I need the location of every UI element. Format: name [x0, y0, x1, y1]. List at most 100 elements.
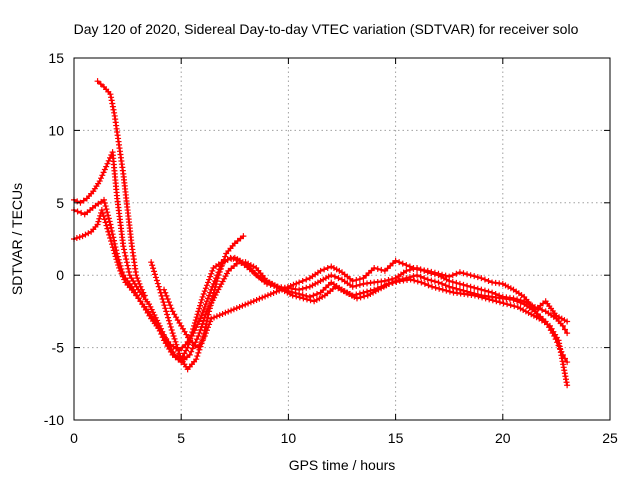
data-point: [296, 279, 303, 286]
data-point: [361, 293, 368, 300]
data-point: [208, 315, 215, 322]
y-tick-label: 5: [56, 195, 64, 211]
data-point: [310, 292, 317, 299]
data-point: [207, 273, 214, 280]
data-point: [201, 288, 208, 295]
data-point: [101, 199, 108, 206]
data-point: [471, 284, 478, 291]
data-point: [101, 216, 108, 223]
data-point: [171, 335, 178, 342]
data-point: [453, 270, 460, 277]
data-point: [331, 273, 338, 280]
data-point: [106, 218, 113, 225]
chart-title: Day 120 of 2020, Sidereal Day-to-day VTE…: [74, 21, 579, 37]
data-point: [121, 249, 128, 256]
data-point: [496, 299, 503, 306]
data-point: [209, 293, 216, 300]
data-point: [97, 81, 104, 88]
data-point: [212, 284, 219, 291]
data-point: [111, 237, 118, 244]
data-point: [110, 234, 117, 241]
data-point: [197, 326, 204, 333]
data-point: [446, 273, 453, 280]
data-point: [176, 350, 183, 357]
data-point: [165, 299, 172, 306]
data-point: [474, 285, 481, 292]
data-point: [193, 314, 200, 321]
data-point: [197, 299, 204, 306]
data-point: [417, 273, 424, 280]
data-point: [250, 298, 257, 305]
data-point: [418, 279, 425, 286]
data-point: [539, 306, 546, 313]
data-point: [111, 240, 118, 247]
data-point: [220, 259, 227, 266]
data-point: [425, 282, 432, 289]
data-point: [227, 254, 234, 261]
y-tick-label: -10: [44, 412, 64, 428]
data-point: [103, 163, 110, 170]
data-point: [475, 293, 482, 300]
data-point: [148, 259, 155, 266]
data-point: [80, 197, 87, 204]
data-point: [371, 264, 378, 271]
data-point: [317, 267, 324, 274]
data-point: [307, 297, 314, 304]
data-point: [357, 294, 364, 301]
data-point: [245, 300, 252, 307]
data-point: [222, 253, 229, 260]
data-point: [218, 262, 225, 269]
data-point: [98, 207, 105, 214]
data-point: [164, 311, 171, 318]
data-point: [173, 341, 180, 348]
data-point: [456, 280, 463, 287]
data-point: [125, 265, 132, 272]
plot-frame: [73, 57, 611, 421]
data-point: [135, 277, 142, 284]
data-point: [256, 295, 263, 302]
data-point: [149, 262, 156, 269]
data-point: [479, 294, 486, 301]
data-point: [356, 290, 363, 297]
data-point: [206, 308, 213, 315]
data-point: [215, 272, 222, 279]
data-point: [561, 326, 568, 333]
data-point: [396, 259, 403, 266]
grid: [74, 58, 610, 420]
data-point: [449, 284, 456, 291]
data-point: [456, 286, 463, 293]
data-point: [115, 256, 122, 263]
data-point: [199, 293, 206, 300]
data-point: [507, 302, 514, 309]
data-point: [110, 106, 117, 113]
data-point: [100, 213, 107, 220]
data-point: [99, 172, 106, 179]
data-point: [431, 269, 438, 276]
y-tick-label: 10: [48, 122, 64, 138]
data-point: [303, 276, 310, 283]
data-point: [201, 333, 208, 340]
data-point: [564, 359, 571, 366]
data-point: [175, 347, 182, 354]
data-point: [559, 322, 566, 329]
y-tick-label: -5: [52, 340, 65, 356]
data-point: [349, 277, 356, 284]
data-point: [205, 324, 211, 331]
data-point: [164, 295, 171, 302]
data-point: [202, 301, 209, 308]
data-point: [206, 292, 213, 299]
data-point: [119, 269, 126, 276]
data-point: [96, 215, 103, 222]
data-point: [407, 276, 414, 283]
data-point: [446, 283, 453, 290]
data-point: [197, 302, 204, 309]
data-point: [189, 345, 196, 352]
data-point: [105, 215, 112, 222]
data-point: [124, 262, 131, 269]
data-point: [217, 265, 224, 272]
data-point: [564, 330, 571, 337]
data-point: [194, 353, 201, 360]
data-point: [206, 321, 213, 328]
data-point: [514, 298, 521, 305]
